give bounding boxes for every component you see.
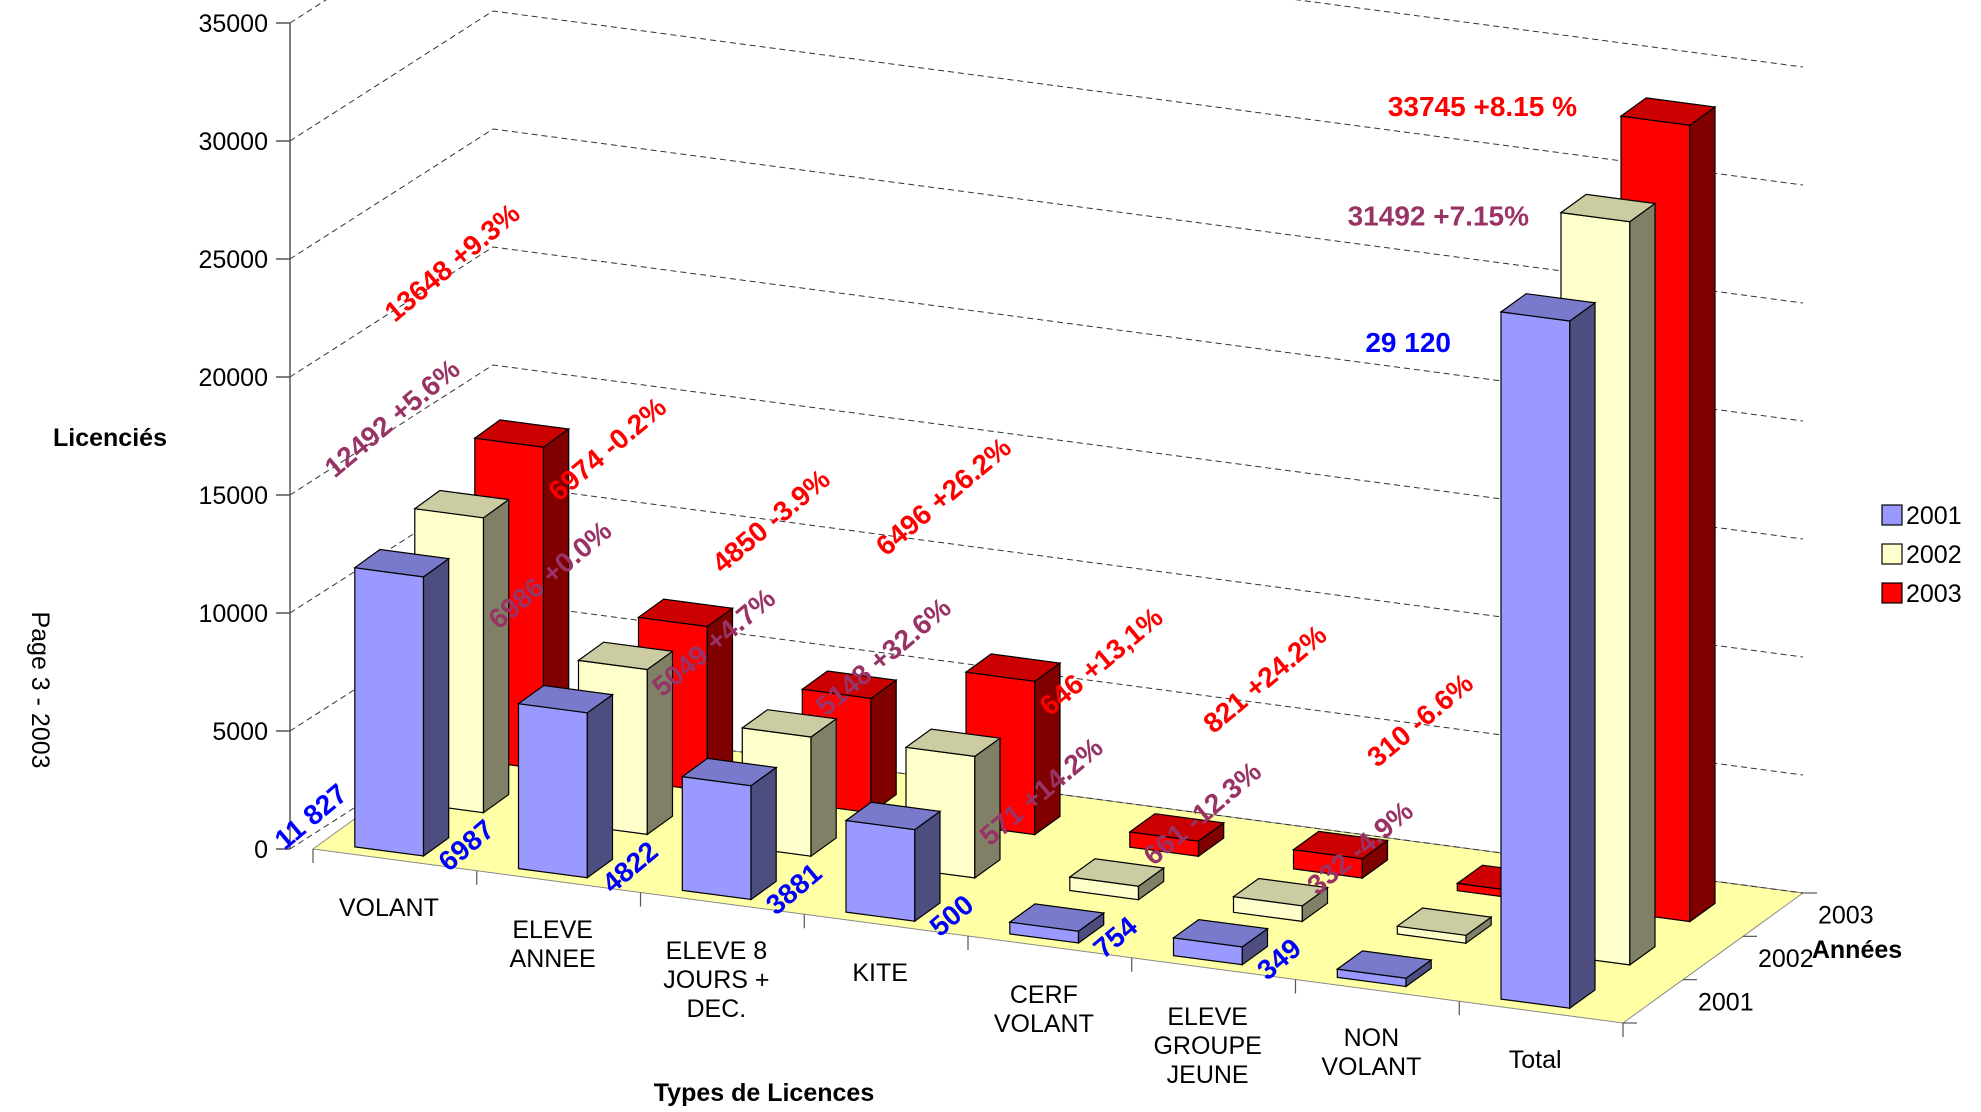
bar	[1395, 907, 1493, 945]
bar-top	[636, 598, 735, 628]
bar-top	[1499, 293, 1597, 322]
bar-top	[1128, 813, 1226, 842]
bar-side	[750, 766, 777, 901]
bar-top	[904, 728, 1002, 758]
value-label: 13648 +9.3%	[379, 197, 526, 327]
y-tick-label: 15000	[198, 482, 268, 510]
bar-side	[870, 679, 897, 814]
y-tick-label: 10000	[198, 600, 268, 628]
bar-top	[1231, 877, 1330, 907]
bar-top	[516, 684, 615, 714]
bar-side	[810, 717, 837, 858]
x-tick-label: CERF VOLANT	[993, 980, 1094, 1038]
x-axis-label: Types de Licences	[654, 1079, 874, 1107]
y-tick-label: 20000	[198, 364, 268, 392]
y-tick-label: 30000	[198, 128, 268, 156]
bar-side	[1569, 301, 1596, 1010]
bar	[1335, 950, 1433, 988]
bar	[516, 684, 615, 879]
bar-top	[1171, 918, 1270, 948]
bar-front	[1500, 311, 1571, 1009]
bar-front	[681, 775, 752, 901]
bar-side	[586, 693, 614, 879]
bar-top	[353, 548, 451, 578]
bar	[1291, 830, 1390, 880]
bar	[1008, 903, 1106, 945]
x-tick-label: ELEVE 8 JOURS + DEC.	[663, 937, 770, 1024]
grid-line	[289, 364, 1804, 540]
value-label: 310 -6.6%	[1361, 667, 1479, 773]
side-text: Page 3 - 2003	[26, 611, 54, 768]
x-tick-label: KITE	[852, 959, 908, 988]
legend-label: 2003	[1906, 580, 1962, 608]
bar	[1068, 858, 1166, 901]
z-tick-label: 2002	[1758, 945, 1814, 973]
bar-top	[1395, 907, 1493, 936]
value-label: 12492 +5.6%	[319, 353, 466, 483]
bar-top	[1619, 97, 1717, 126]
legend-swatch	[1881, 504, 1903, 526]
value-label: 4850 -3.9%	[706, 463, 836, 579]
bar	[1499, 293, 1597, 1010]
legend-label: 2002	[1906, 541, 1962, 569]
bar-top	[1335, 950, 1433, 979]
x-tick-label: VOLANT	[338, 893, 439, 922]
x-tick-label: ELEVE ANNEE	[509, 915, 596, 973]
bar	[1231, 877, 1330, 923]
value-label: 821 +24.2%	[1197, 619, 1332, 739]
y-tick-label: 0	[254, 836, 268, 864]
bar-top	[413, 489, 511, 519]
bar-front	[845, 819, 916, 922]
bar-top	[1068, 858, 1166, 887]
bar-top	[844, 801, 942, 831]
value-label: 646 +13,1%	[1034, 601, 1169, 721]
value-label: 29 120	[1365, 327, 1451, 358]
y-tick-label: 35000	[198, 10, 268, 38]
bar-top	[1008, 903, 1106, 932]
bar-top	[576, 641, 675, 671]
bar-front	[517, 703, 588, 879]
z-tick-label: 2001	[1698, 988, 1754, 1016]
x-tick-label: ELEVE GROUPE JEUNE	[1153, 1002, 1262, 1089]
bar-top	[680, 757, 778, 787]
bar-side	[1689, 105, 1716, 923]
y-tick-label: 25000	[198, 246, 268, 274]
bar	[1128, 813, 1226, 858]
y-tick-label: 5000	[212, 718, 268, 746]
bar	[353, 548, 451, 858]
bar-top	[964, 653, 1062, 682]
bar-top	[800, 670, 898, 700]
bar	[844, 801, 942, 923]
bar-side	[482, 498, 510, 814]
grid-line	[289, 10, 1804, 186]
z-tick-label: 2003	[1818, 902, 1874, 930]
bar-top	[740, 709, 838, 738]
z-axis-label: Années	[1812, 936, 1902, 964]
grid-line	[289, 0, 1804, 68]
value-label: 33745 +8.15 %	[1388, 91, 1577, 122]
bar-front	[354, 567, 425, 857]
bar-top	[473, 419, 571, 448]
legend-label: 2001	[1906, 502, 1962, 530]
bar-top	[1291, 830, 1390, 860]
y-axis-label: Licenciés	[53, 424, 167, 452]
value-label: 6496 +26.2%	[870, 431, 1017, 561]
bar	[1171, 918, 1270, 966]
x-tick-label: NON VOLANT	[1321, 1024, 1422, 1082]
grid-line	[289, 246, 1804, 422]
bar-side	[914, 810, 941, 923]
bar	[680, 757, 778, 901]
legend-swatch	[1881, 543, 1903, 565]
x-tick-label: Total	[1508, 1046, 1562, 1075]
legend-swatch	[1881, 582, 1903, 604]
grid-line	[289, 128, 1804, 304]
bar-top	[1559, 193, 1657, 223]
value-label: 31492 +7.15%	[1348, 201, 1529, 232]
bar-side	[1629, 202, 1656, 967]
bar-side	[422, 557, 450, 858]
